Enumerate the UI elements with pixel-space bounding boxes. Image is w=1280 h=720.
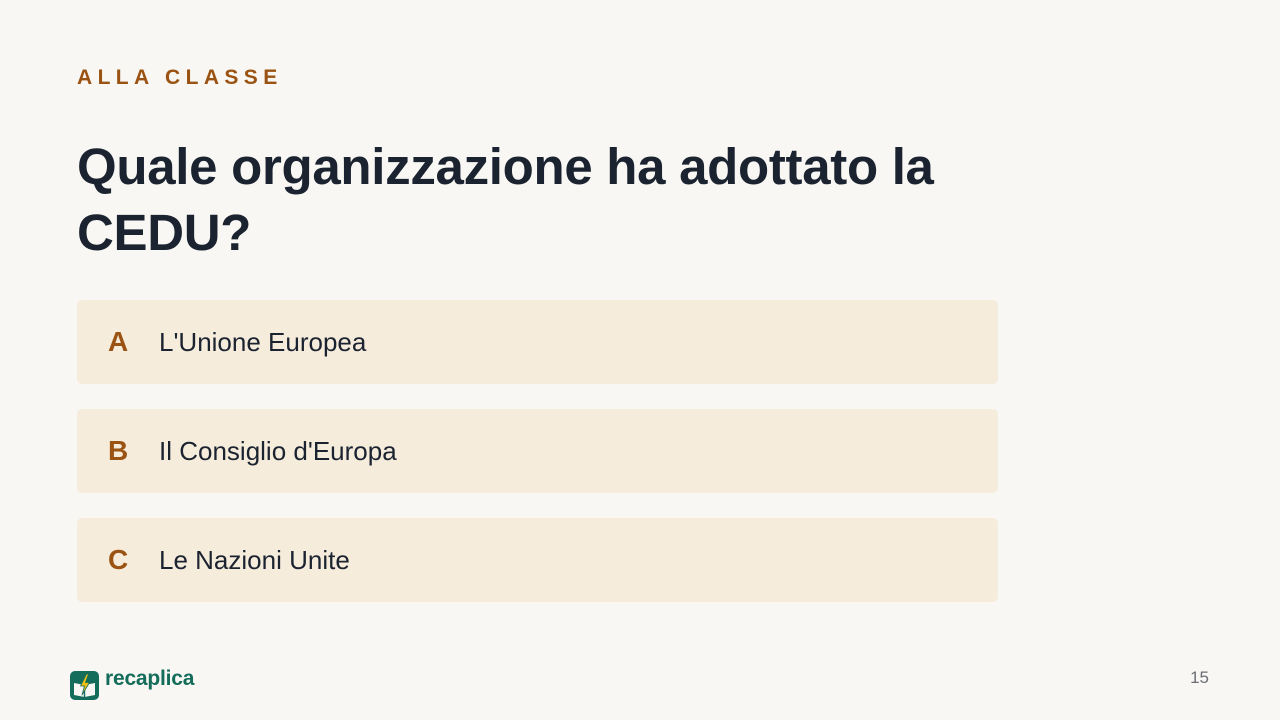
quiz-question: Quale organizzazione ha adottato la CEDU… [77, 138, 934, 261]
option-letter: A [108, 326, 129, 357]
section-eyebrow: ALLA CLASSE [77, 66, 283, 89]
brand-logo: recaplica [70, 667, 194, 700]
answer-options: A L'Unione Europea B Il Consiglio d'Euro… [77, 300, 998, 627]
answer-option-a[interactable]: A L'Unione Europea [77, 300, 998, 384]
option-text: Le Nazioni Unite [159, 545, 350, 575]
option-letter: B [108, 435, 129, 466]
option-text: L'Unione Europea [159, 327, 367, 357]
option-text: Il Consiglio d'Europa [159, 436, 397, 466]
answer-option-b[interactable]: B Il Consiglio d'Europa [77, 409, 998, 493]
option-letter: C [108, 544, 129, 575]
brand-name: recaplica [105, 667, 195, 690]
answer-option-c[interactable]: C Le Nazioni Unite [77, 518, 998, 602]
recaplica-logo-icon [70, 671, 99, 700]
page-number: 15 [1190, 668, 1209, 687]
